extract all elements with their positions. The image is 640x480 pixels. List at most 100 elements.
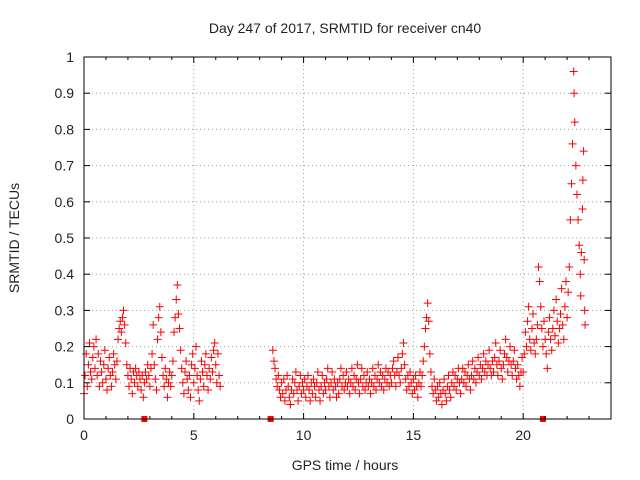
- data-point: [356, 375, 365, 384]
- data-point: [289, 389, 298, 398]
- data-point: [144, 371, 153, 380]
- data-point: [577, 248, 586, 257]
- data-point: [89, 342, 98, 351]
- data-point: [86, 367, 95, 376]
- data-point: [557, 284, 566, 293]
- data-point: [452, 386, 461, 395]
- data-point: [466, 386, 475, 395]
- data-point: [336, 364, 345, 373]
- data-point: [285, 393, 294, 402]
- data-point: [345, 389, 354, 398]
- data-point: [200, 360, 209, 369]
- data-point: [418, 371, 427, 380]
- data-point: [547, 346, 556, 355]
- data-point: [312, 378, 321, 387]
- x-tick-label: 10: [296, 427, 312, 443]
- data-point: [109, 349, 118, 358]
- data-point: [301, 393, 310, 402]
- data-point: [565, 262, 574, 271]
- data-point: [581, 320, 590, 329]
- data-point: [406, 367, 415, 376]
- data-point: [290, 378, 299, 387]
- data-point: [305, 386, 314, 395]
- data-point: [268, 346, 277, 355]
- data-point: [549, 306, 558, 315]
- data-point: [340, 386, 349, 395]
- data-point: [513, 360, 522, 369]
- data-point: [564, 288, 573, 297]
- data-point: [173, 281, 182, 290]
- data-point: [83, 382, 92, 391]
- data-point: [81, 371, 90, 380]
- x-tick-label: 20: [515, 427, 531, 443]
- data-point: [150, 360, 159, 369]
- data-point: [533, 320, 542, 329]
- data-point: [479, 349, 488, 358]
- data-point: [178, 378, 187, 387]
- data-point: [477, 375, 486, 384]
- data-point: [122, 360, 131, 369]
- data-point: [372, 386, 381, 395]
- data-point: [400, 360, 409, 369]
- data-point: [209, 346, 218, 355]
- data-point: [194, 386, 203, 395]
- data-point: [189, 378, 198, 387]
- data-point: [456, 389, 465, 398]
- data-point: [468, 357, 477, 366]
- data-point: [196, 375, 205, 384]
- data-point: [90, 364, 99, 373]
- data-point: [131, 364, 140, 373]
- data-point: [489, 367, 498, 376]
- data-point: [177, 364, 186, 373]
- data-point: [399, 338, 408, 347]
- data-point: [417, 382, 426, 391]
- data-point: [191, 342, 200, 351]
- data-point: [486, 364, 495, 373]
- y-axis-label: SRMTID / TECUs: [6, 183, 22, 293]
- data-point: [316, 396, 325, 405]
- data-point: [280, 396, 289, 405]
- data-point: [321, 386, 330, 395]
- data-point: [569, 67, 578, 76]
- data-point: [551, 331, 560, 340]
- data-point: [96, 357, 105, 366]
- data-point: [139, 393, 148, 402]
- data-point: [190, 364, 199, 373]
- data-point: [186, 393, 195, 402]
- data-point: [274, 371, 283, 380]
- data-point: [334, 389, 343, 398]
- data-point: [85, 338, 94, 347]
- data-point: [210, 338, 219, 347]
- data-point: [93, 371, 102, 380]
- data-point: [413, 393, 422, 402]
- data-point: [84, 360, 93, 369]
- data-point: [146, 364, 155, 373]
- data-point: [423, 299, 432, 308]
- data-point: [317, 382, 326, 391]
- data-point: [421, 324, 430, 333]
- data-point: [495, 357, 504, 366]
- data-point: [339, 371, 348, 380]
- data-point: [284, 382, 293, 391]
- data-point: [556, 310, 565, 319]
- data-point: [580, 306, 589, 315]
- data-point: [425, 349, 434, 358]
- data-point: [529, 310, 538, 319]
- data-point: [351, 386, 360, 395]
- data-point: [151, 375, 160, 384]
- data-point: [435, 378, 444, 387]
- data-point: [112, 357, 121, 366]
- data-point: [216, 382, 225, 391]
- data-point: [185, 371, 194, 380]
- data-point: [211, 360, 220, 369]
- data-point: [92, 335, 101, 344]
- data-point: [119, 306, 128, 315]
- data-point: [366, 389, 375, 398]
- data-point: [379, 386, 388, 395]
- data-point: [121, 338, 130, 347]
- data-point: [558, 320, 567, 329]
- data-point: [347, 364, 356, 373]
- data-point: [437, 400, 446, 409]
- data-point: [197, 357, 206, 366]
